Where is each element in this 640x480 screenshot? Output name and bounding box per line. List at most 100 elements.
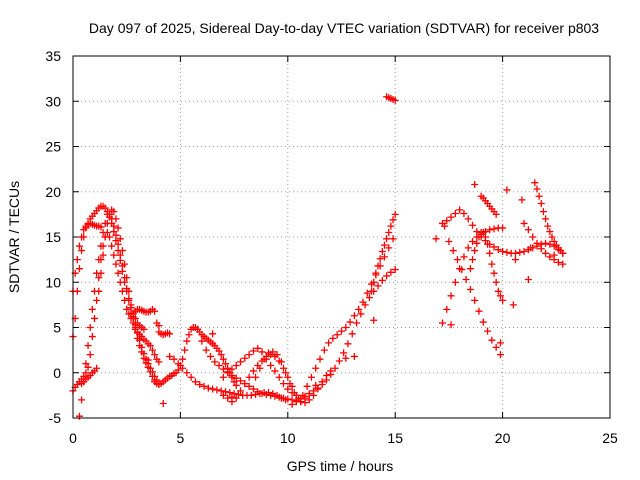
data-point-arc-h [230,390,238,398]
data-point-arc-g [217,351,225,359]
data-point-scattered [471,181,479,189]
data-point-arc-m [340,349,348,357]
data-point-arc-g [230,378,238,386]
data-point-arc-u [537,200,545,208]
data-point-arc-l [363,289,371,297]
data-point-arc-g [219,355,227,363]
data-point-arc-a [110,251,118,259]
y-tick-label: 25 [45,139,61,155]
data-point-arc-v [542,249,550,257]
x-tick-label: 0 [69,430,77,446]
data-point-scattered [209,330,217,338]
data-point-arc-r [488,336,496,344]
data-point-arc-n [374,262,382,270]
data-point-scattered [288,389,296,397]
data-point-arc-a [148,346,156,354]
data-point-arc-f [151,307,159,315]
data-point-arc-r [475,307,483,315]
data-point-arc-u [546,228,554,236]
data-point-arc-t [492,210,500,218]
data-point-arc-m [353,319,361,327]
data-point-arc-v [559,260,567,268]
data-point-arc-i [280,394,288,402]
data-point-scattered [503,186,511,194]
data-point-arc-h [209,385,217,393]
data-point-scattered [301,394,309,402]
data-point-arc-d [88,305,96,313]
data-point-arc-m [361,301,369,309]
data-point-arc-r [484,327,492,335]
data-point-scattered [496,339,504,347]
data-point-arc-l [312,364,320,372]
data-point-arc-n [380,241,388,249]
data-point-arc-j [241,380,249,388]
data-point-arc-e [110,208,118,216]
data-point-arc-d [112,231,120,239]
data-point-arc-e [133,334,141,342]
data-point-arc-h [213,386,221,394]
data-point-arc-l [380,253,388,261]
data-point-arc-v [524,226,532,234]
data-point-arc-s [488,260,496,268]
data-point-arc-l [329,334,337,342]
data-point-arc-m [292,398,300,406]
y-tick-label: -5 [49,410,62,426]
data-point-arc-i [219,365,227,373]
data-point-arc-s [481,233,489,241]
data-point-arc-h [247,391,255,399]
data-point-arc-a [93,296,101,304]
data-point-arc-l [346,318,354,326]
data-point-arc-i [275,393,283,401]
data-point-arc-l [269,348,277,356]
data-point-scattered [524,276,532,284]
data-point-arc-d [114,240,122,248]
data-point-arc-l [355,305,363,313]
data-point-arc-v [554,258,562,266]
data-point-arc-r [462,276,470,284]
data-point-arc-j [284,373,292,381]
data-point-arc-r [479,318,487,326]
data-point-arc-i [202,346,210,354]
data-point-arc-n [368,287,376,295]
data-point-arc-m [297,395,305,403]
data-point-arc-i [284,395,292,403]
data-point-arc-l [256,364,264,372]
data-point-arc-p [469,221,477,229]
data-point-arc-m [310,387,318,395]
data-point-arc-i [215,362,223,370]
data-point-arc-i [258,390,266,398]
data-point-arc-v [529,233,537,241]
data-point-arc-h [234,390,242,398]
y-tick-label: 15 [45,229,61,245]
x-tick-label: 5 [177,430,185,446]
data-point-arc-m [383,272,391,280]
data-point-arc-q [460,253,468,261]
data-point-arc-m [318,381,326,389]
data-point-arc-l [260,355,268,363]
data-point-arc-n [370,278,378,286]
data-point-arc-e [101,233,109,241]
data-point-arc-l [264,349,272,357]
data-point-arc-h [179,364,187,372]
data-point-arc-k [241,354,249,362]
data-point-arc-a [123,305,131,313]
data-point-arc-l [277,358,285,366]
data-point-arc-p [499,247,507,255]
data-point-arc-d [97,242,105,250]
data-point-arc-e [148,372,156,380]
data-point-arc-v [537,245,545,253]
chart-title: Day 097 of 2025, Sidereal Day-to-day VTE… [89,20,599,36]
data-point-arc-u [539,208,547,216]
data-point-arc-l [338,327,345,335]
x-tick-label: 15 [387,430,403,446]
data-point-arc-s [499,296,507,304]
data-point-arc-m [335,357,343,365]
data-point-arc-k [245,351,253,359]
data-point-arc-h [196,381,204,389]
data-point-arc-l [342,324,350,331]
data-point-arc-b [75,265,83,273]
data-point-arc-e [127,301,135,309]
data-point-arc-e [146,368,154,376]
data-point-arc-m [305,390,313,398]
